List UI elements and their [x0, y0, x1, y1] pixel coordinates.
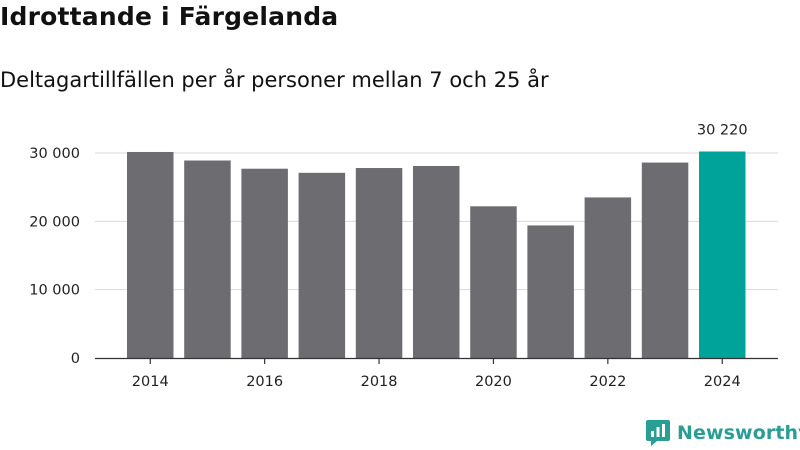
bar-2022: [584, 197, 632, 358]
newsworthy-logo-icon: [646, 420, 670, 446]
x-tick-label: 2014: [132, 374, 169, 390]
bar-2015: [184, 160, 231, 358]
x-tick-label: 2022: [589, 374, 626, 390]
y-tick-label: 20 000: [29, 214, 80, 230]
bar-2017: [298, 172, 346, 358]
x-tick-label: 2024: [704, 374, 741, 390]
data-label: 30 220: [697, 122, 748, 138]
chart-subtitle: Deltagartillfällen per år personer mella…: [0, 68, 549, 92]
bar-2023: [641, 162, 689, 358]
bar-2024: [699, 151, 746, 358]
chart-title: Idrottande i Färgelanda: [0, 2, 339, 31]
x-tick-label: 2016: [246, 374, 283, 390]
bar-2018: [355, 168, 403, 358]
x-tick-label: 2018: [361, 374, 398, 390]
x-tick-label: 2020: [475, 374, 512, 390]
bar-2019: [413, 165, 460, 358]
bar-2016: [241, 168, 288, 358]
y-tick-label: 10 000: [29, 283, 80, 299]
bar-2021: [527, 225, 574, 358]
brand-logo: Newsworthy: [645, 419, 800, 447]
brand-name: Newsworthy: [677, 422, 800, 444]
y-tick-label: 30 000: [29, 146, 80, 162]
bar-2014: [127, 151, 174, 358]
bar-2020: [470, 206, 517, 358]
y-tick-label: 0: [71, 351, 80, 367]
